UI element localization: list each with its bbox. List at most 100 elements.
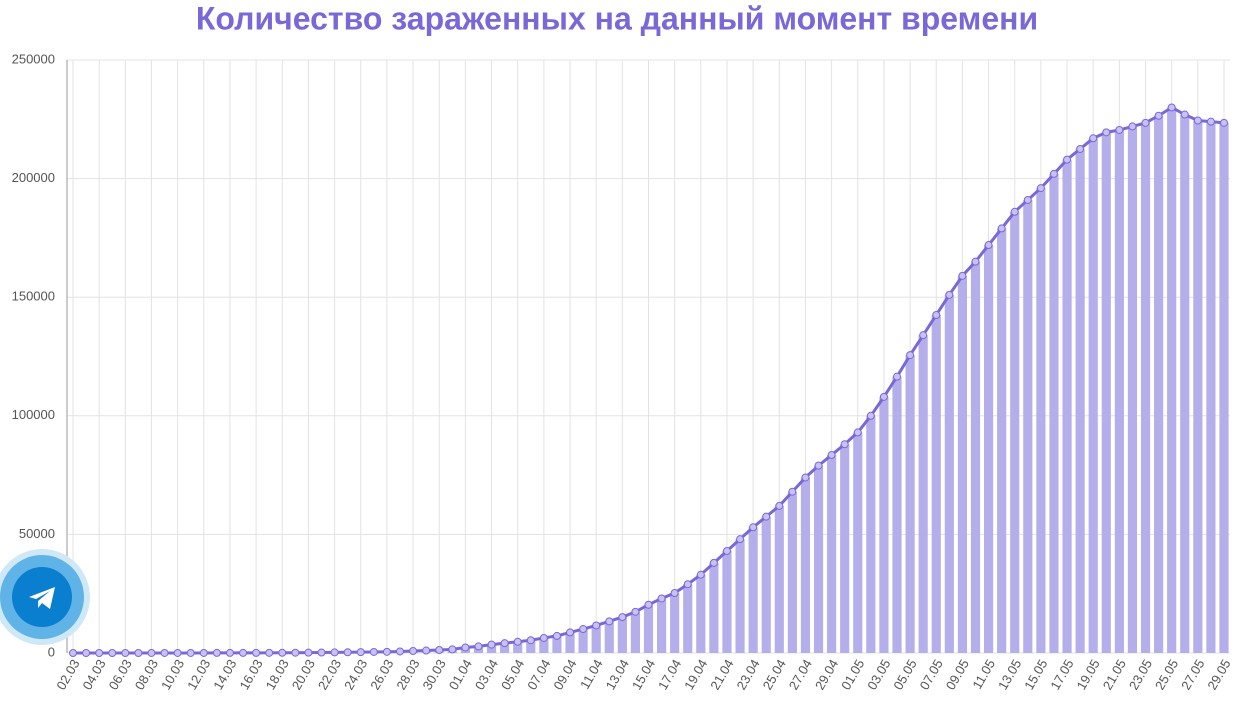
bar (1167, 107, 1176, 653)
bar (631, 612, 640, 653)
point (1168, 104, 1175, 111)
x-tick-label: 27.04 (786, 657, 815, 693)
point (1116, 126, 1123, 133)
x-tick-label: 30.03 (420, 657, 449, 693)
point (96, 649, 103, 656)
point (370, 648, 377, 655)
point (697, 571, 704, 578)
x-tick-label: 14.03 (210, 657, 239, 693)
bar (1076, 149, 1085, 653)
x-tick-label: 27.05 (1178, 657, 1207, 693)
point (789, 488, 796, 495)
x-tick-label: 04.03 (79, 657, 108, 693)
bar (762, 517, 771, 653)
bar (1115, 130, 1124, 653)
point (226, 649, 233, 656)
point (436, 647, 443, 654)
point (1103, 129, 1110, 136)
bar (853, 432, 862, 653)
point (684, 581, 691, 588)
point (606, 618, 613, 625)
point (776, 502, 783, 509)
point (802, 474, 809, 481)
point (1090, 135, 1097, 142)
point (1129, 123, 1136, 130)
x-tick-label: 13.05 (995, 657, 1024, 693)
y-tick-label: 250000 (12, 51, 55, 66)
x-tick-label: 13.04 (603, 657, 632, 693)
point (1142, 119, 1149, 126)
point (266, 649, 273, 656)
point (540, 634, 547, 641)
point (1024, 196, 1031, 203)
x-tick-label: 03.04 (472, 657, 501, 693)
point (344, 649, 351, 656)
button-core (12, 567, 72, 627)
point (907, 352, 914, 359)
x-tick-label: 29.05 (1204, 657, 1233, 693)
x-tick-label: 21.05 (1100, 657, 1129, 693)
x-tick-label: 05.05 (890, 657, 919, 693)
bar (1154, 116, 1163, 653)
x-tick-label: 12.03 (184, 657, 213, 693)
bar (1102, 132, 1111, 653)
x-tick-label: 17.04 (655, 657, 684, 693)
bar (827, 455, 836, 653)
x-tick-label: 23.04 (733, 657, 762, 693)
point (1194, 117, 1201, 124)
point (1207, 118, 1214, 125)
point (279, 649, 286, 656)
point (83, 649, 90, 656)
point (527, 637, 534, 644)
point (357, 649, 364, 656)
point (567, 629, 574, 636)
bar (1141, 123, 1150, 653)
bar (1219, 123, 1228, 653)
point (998, 225, 1005, 232)
x-tick-label: 15.05 (1021, 657, 1050, 693)
point (240, 649, 247, 656)
bar (814, 466, 823, 653)
point (318, 649, 325, 656)
x-tick-label: 19.04 (681, 657, 710, 693)
bar (683, 584, 692, 653)
point (109, 649, 116, 656)
point (187, 649, 194, 656)
bar (1049, 174, 1058, 653)
telegram-button[interactable] (0, 547, 92, 647)
point (1077, 145, 1084, 152)
point (1011, 208, 1018, 215)
point (410, 648, 417, 655)
y-tick-label: 50000 (19, 526, 55, 541)
point (475, 643, 482, 650)
point (305, 649, 312, 656)
x-tick-label: 28.03 (393, 657, 422, 693)
bar (971, 262, 980, 653)
point (488, 641, 495, 648)
x-tick-label: 29.04 (812, 657, 841, 693)
bar (657, 598, 666, 653)
point (553, 632, 560, 639)
point (867, 412, 874, 419)
bar (840, 444, 849, 653)
bar (696, 575, 705, 653)
bar (866, 416, 875, 653)
y-tick-label: 200000 (12, 170, 55, 185)
point (632, 608, 639, 615)
point (972, 258, 979, 265)
x-tick-label: 02.03 (53, 657, 82, 693)
point (213, 649, 220, 656)
point (933, 311, 940, 318)
point (122, 649, 129, 656)
x-tick-label: 20.03 (289, 657, 318, 693)
x-tick-label: 18.03 (263, 657, 292, 693)
bar (1036, 188, 1045, 653)
point (331, 649, 338, 656)
point (959, 272, 966, 279)
bar (801, 477, 810, 653)
bar (879, 397, 888, 653)
point (462, 644, 469, 651)
point (396, 648, 403, 655)
bar (722, 551, 731, 653)
